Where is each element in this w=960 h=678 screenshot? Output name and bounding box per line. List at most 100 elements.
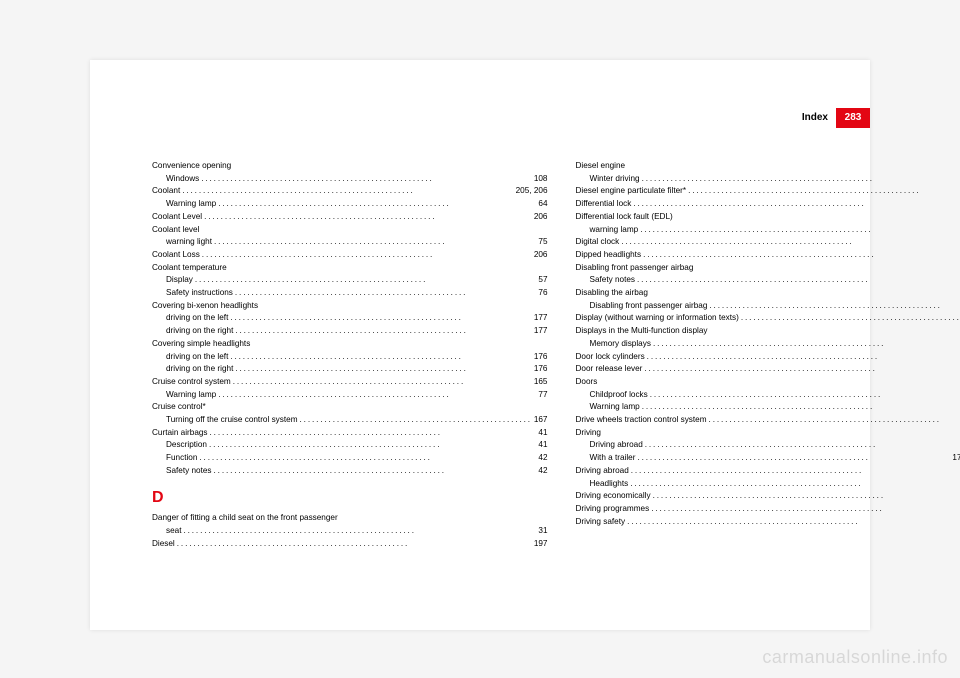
index-entry-page: 176	[532, 363, 548, 376]
index-entry-label: Safety notes	[166, 465, 212, 478]
leader-dots	[645, 351, 960, 364]
index-entry-page: 197	[532, 538, 548, 551]
leader-dots	[649, 503, 960, 516]
index-entry-label: Windows	[166, 173, 199, 186]
leader-dots	[233, 325, 531, 338]
index-entry: Coolant Level206	[152, 211, 548, 224]
index-entry-label: Display (without warning or information …	[576, 312, 739, 325]
index-heading: Covering simple headlights	[152, 338, 548, 351]
index-entry-label: Curtain airbags	[152, 427, 208, 440]
index-entry-label: Diesel	[152, 538, 175, 551]
leader-dots	[231, 376, 532, 389]
index-entry-page: 177	[532, 312, 548, 325]
index-entry-label: Driving abroad	[576, 465, 629, 478]
index-entry-page: 178, 180	[950, 452, 960, 465]
index-entry: Curtain airbags 41	[152, 427, 548, 440]
index-heading: Diesel engine	[576, 160, 960, 173]
leader-dots	[207, 439, 536, 452]
index-entry-label: driving on the left	[166, 312, 228, 325]
leader-dots	[686, 185, 960, 198]
index-entry-label: Safety instructions	[166, 287, 233, 300]
index-entry-label: Winter driving	[590, 173, 640, 186]
index-entry-label: Driving economically	[576, 490, 651, 503]
index-entry-page: 205, 206	[514, 185, 548, 198]
index-heading: Differential lock fault (EDL)	[576, 211, 960, 224]
leader-dots	[707, 414, 960, 427]
index-entry: Display (without warning or information …	[576, 312, 960, 325]
index-entry-label: Dipped headlights	[576, 249, 642, 262]
index-heading: Coolant temperature	[152, 262, 548, 275]
index-entry: driving on the right 177	[152, 325, 548, 338]
leader-dots	[202, 211, 532, 224]
leader-dots	[175, 538, 532, 551]
index-entry: Display57	[152, 274, 548, 287]
index-entry-page: 167	[532, 414, 548, 427]
index-entry: driving on the left176	[152, 351, 548, 364]
index-entry: Differential lock172	[576, 198, 960, 211]
index-entry: Disabling front passenger airbag44	[576, 300, 960, 313]
index-entry-label: Disabling front passenger airbag	[590, 300, 708, 313]
index-entry: Headlights176	[576, 478, 960, 491]
index-entry-label: Driving safety	[576, 516, 626, 529]
leader-dots	[180, 185, 513, 198]
leader-dots	[625, 516, 960, 529]
index-entry: warning light75	[152, 236, 548, 249]
leader-dots	[629, 465, 960, 478]
leader-dots	[635, 452, 950, 465]
index-entry-label: driving on the right	[166, 325, 233, 338]
index-entry-label: driving on the right	[166, 363, 233, 376]
index-entry: Driving safety8	[576, 516, 960, 529]
index-entry: Driving programmes158	[576, 503, 960, 516]
index-entry: Warning lamp82	[576, 401, 960, 414]
index-entry: Driving abroad175	[576, 465, 960, 478]
index-entry: seat31	[152, 525, 548, 538]
index-entry-page: 206	[532, 211, 548, 224]
index-entry: Door lock cylinders186	[576, 351, 960, 364]
index-entry-label: Description	[166, 439, 207, 452]
index-entry: Digital clock58	[576, 236, 960, 249]
index-entry-page: 177	[532, 325, 548, 338]
index-entry-label: Differential lock	[576, 198, 632, 211]
leader-dots	[640, 173, 960, 186]
page-header: Index 283	[802, 108, 870, 128]
index-entry: Windows 108	[152, 173, 548, 186]
index-entry-page: 108	[532, 173, 548, 186]
index-entry-label: Safety notes	[590, 274, 636, 287]
index-heading: Disabling the airbag	[576, 287, 960, 300]
leader-dots	[199, 173, 532, 186]
page-number-tab: 283	[836, 108, 870, 128]
index-entry: Coolant205, 206	[152, 185, 548, 198]
index-entry-label: Childproof locks	[590, 389, 648, 402]
index-entry: Function 42	[152, 452, 548, 465]
index-entry-page: 41	[536, 427, 547, 440]
index-entry-label: Display	[166, 274, 193, 287]
index-heading: Doors	[576, 376, 960, 389]
index-entry-page: 42	[536, 465, 547, 478]
index-entry-label: Drive wheels traction control system	[576, 414, 707, 427]
index-heading: Displays in the Multi-function display	[576, 325, 960, 338]
index-entry: Safety notes 42	[152, 465, 548, 478]
index-entry-label: Function	[166, 452, 197, 465]
index-entry-label: With a trailer	[590, 452, 636, 465]
index-entry-label: Warning lamp	[166, 389, 216, 402]
index-entry-label: driving on the left	[166, 351, 228, 364]
leader-dots	[216, 198, 536, 211]
index-entry-page: 165	[532, 376, 548, 389]
index-entry-page: 76	[536, 287, 547, 300]
index-entry-page: 206	[532, 249, 548, 262]
index-heading: Coolant level	[152, 224, 548, 237]
index-entry: Turning off the cruise control system167	[152, 414, 548, 427]
leader-dots	[228, 312, 531, 325]
index-entry-page: 42	[536, 452, 547, 465]
leader-dots	[635, 274, 960, 287]
index-heading: Cruise control*	[152, 401, 548, 414]
index-entry-label: Headlights	[590, 478, 629, 491]
leader-dots	[212, 236, 536, 249]
watermark: carmanualsonline.info	[762, 647, 948, 668]
index-entry: Safety notes45	[576, 274, 960, 287]
leader-dots	[739, 312, 960, 325]
leader-dots	[651, 490, 960, 503]
index-entry-label: Memory displays	[590, 338, 651, 351]
index-entry: Diesel engine particulate filter*175	[576, 185, 960, 198]
index-heading: Driving	[576, 427, 960, 440]
